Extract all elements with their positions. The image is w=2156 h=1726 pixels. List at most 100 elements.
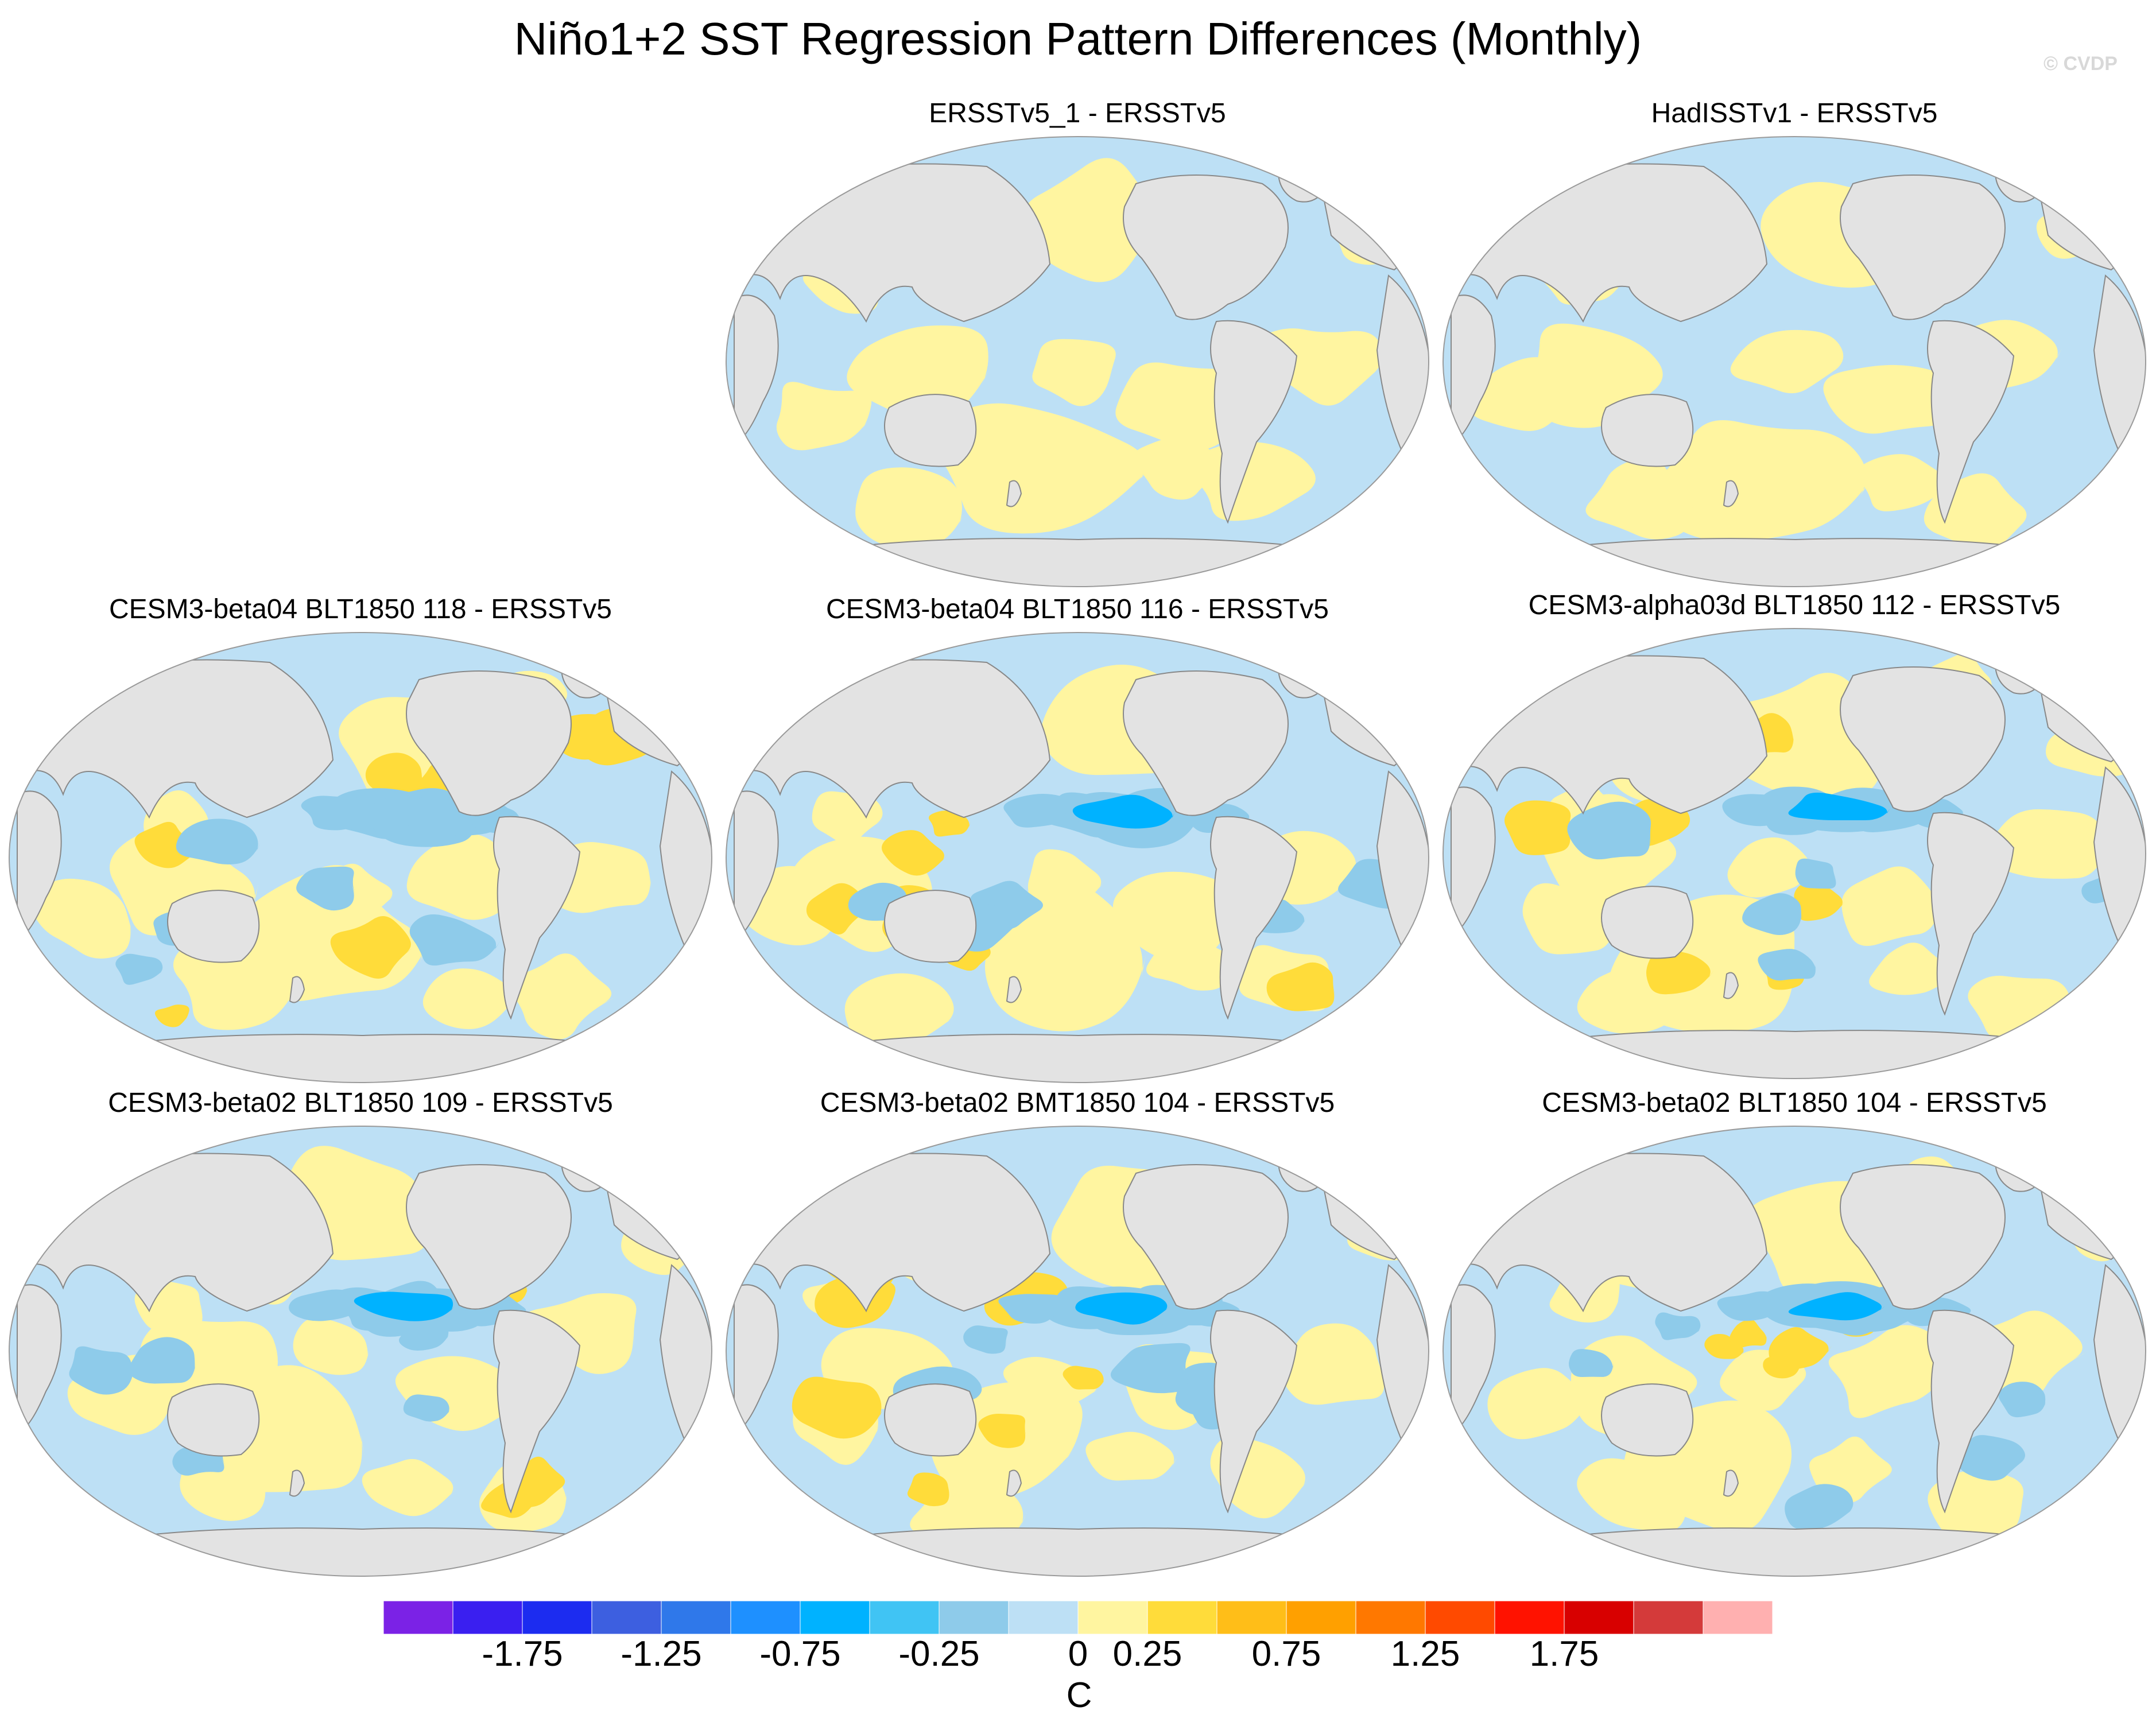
warm-anomaly-region [1646,949,1714,995]
land-africa [17,1284,62,1433]
panel-title: CESM3-alpha03d BLT1850 112 - ERSSTv5 [1528,590,2061,620]
main-title: Niño1+2 SST Regression Pattern Differenc… [514,13,1642,64]
positive-anomaly-region [293,1317,369,1375]
positive-anomaly-region [1115,362,1243,451]
warm-anomaly-region [154,1004,189,1027]
land-africa [734,1284,779,1433]
land-namerica [406,670,572,816]
land-australia [1601,886,1694,959]
warm-anomaly-region [1769,1327,1832,1370]
colorbar-box [939,1600,1009,1635]
cool-anomaly-region [296,866,355,911]
positive-anomaly-region [933,403,1159,534]
land-namerica [1123,174,1289,320]
cool-anomaly-region [69,1346,134,1395]
land-nz [1723,1469,1739,1497]
land-nz [289,1469,305,1497]
map-panel-1: ERSSTv5_1 - ERSSTv5 [723,96,1432,590]
colorbar-box [1286,1600,1356,1635]
sst-difference-map [726,632,1429,1083]
land-namerica [1123,670,1289,816]
land-nz [1006,1469,1022,1497]
warm-anomaly-region [1730,1319,1767,1348]
land-samerica [1927,320,2015,524]
cool-anomaly-region [301,796,382,831]
colorbar-box [452,1600,523,1635]
strong-cool-anomaly-region [1072,794,1175,829]
colorbar-box [383,1600,453,1635]
land-namerica [1840,174,2006,320]
map-panel-5: CESM3-alpha03d BLT1850 112 - ERSSTv5 [1440,588,2149,1082]
positive-anomaly-region [1577,1458,1688,1531]
positive-anomaly-region [1022,158,1154,282]
colorbar-box [869,1600,940,1635]
sst-difference-map [726,136,1429,587]
cool-anomaly-region [1003,794,1070,828]
warm-anomaly-region [907,1472,950,1507]
warm-anomaly-region [330,916,414,979]
sst-difference-map [1442,628,2146,1079]
cool-anomaly-region [1785,1484,1856,1530]
cool-anomaly-region [1569,1349,1614,1378]
warm-anomaly-region [882,830,948,876]
cool-anomaly-region [1998,1382,2046,1418]
positive-anomaly-region [1585,457,1694,540]
warm-anomaly-region [978,1413,1026,1448]
strong-cool-anomaly-region [1788,792,1890,821]
sst-difference-map [9,1126,712,1577]
land-australia [1601,394,1694,467]
positive-anomaly-region [1856,454,1955,511]
land-nz [1006,976,1022,1003]
cool-anomaly-region [409,914,501,966]
cool-anomaly-region [403,1394,451,1422]
positive-anomaly-region [1085,1432,1178,1481]
warm-anomaly-region [365,753,422,794]
colorbar-box [1147,1600,1217,1635]
positive-anomaly-region [1988,809,2107,879]
colorbar-tick-label: -1.75 [482,1634,563,1674]
colorbar-box [1077,1600,1148,1635]
warm-anomaly-region [1794,882,1845,921]
strong-cool-anomaly-region [354,1291,455,1321]
positive-anomaly-region [1487,1368,1589,1440]
panel-title: CESM3-beta02 BMT1850 104 - ERSSTv5 [820,1088,1335,1118]
positive-anomaly-region [1469,357,1577,431]
colorbar-box [522,1600,592,1635]
land-africa [1451,786,1496,935]
positive-anomaly-region [1650,420,1875,542]
land-africa [1451,294,1496,443]
colorbar-tick-label: -0.25 [898,1634,980,1674]
positive-anomaly-region [505,953,619,1040]
land-samerica [493,1309,581,1514]
colorbar [383,1600,1773,1635]
positive-anomaly-region [362,1459,459,1516]
positive-anomaly-region [518,1293,637,1374]
land-antarctica [768,538,1389,587]
globe-outline [726,632,1429,1083]
panel-title: ERSSTv5_1 - ERSSTv5 [929,98,1226,129]
colorbar-tick-label: -0.75 [759,1634,841,1674]
colorbar-tick-label: 1.25 [1390,1634,1460,1674]
globe-outline [9,1126,712,1577]
colorbar-box [1355,1600,1426,1635]
land-samerica [1927,812,2015,1016]
land-antarctica [1485,1030,2106,1079]
map-panel-7: CESM3-beta02 BMT1850 104 - ERSSTv5 [723,1086,1432,1580]
cool-anomaly-region [398,1318,450,1351]
map-content [726,137,1429,587]
land-namerica [406,1164,572,1310]
cool-anomaly-region [176,819,261,865]
land-nz [1006,480,1022,507]
cool-anomaly-region [1655,1312,1703,1340]
cool-anomaly-region [115,953,164,985]
positive-anomaly-region [776,382,872,451]
cvdp-watermark: © CVDP [2043,53,2118,75]
land-australia [884,1383,977,1457]
land-australia [884,890,977,963]
land-namerica [1840,1164,2006,1310]
strong-cool-anomaly-region [1075,1292,1170,1325]
warm-anomaly-region [1266,962,1336,1011]
globe-outline [726,1126,1429,1577]
positive-anomaly-region [1112,871,1234,964]
positive-anomaly-region [1730,329,1848,394]
